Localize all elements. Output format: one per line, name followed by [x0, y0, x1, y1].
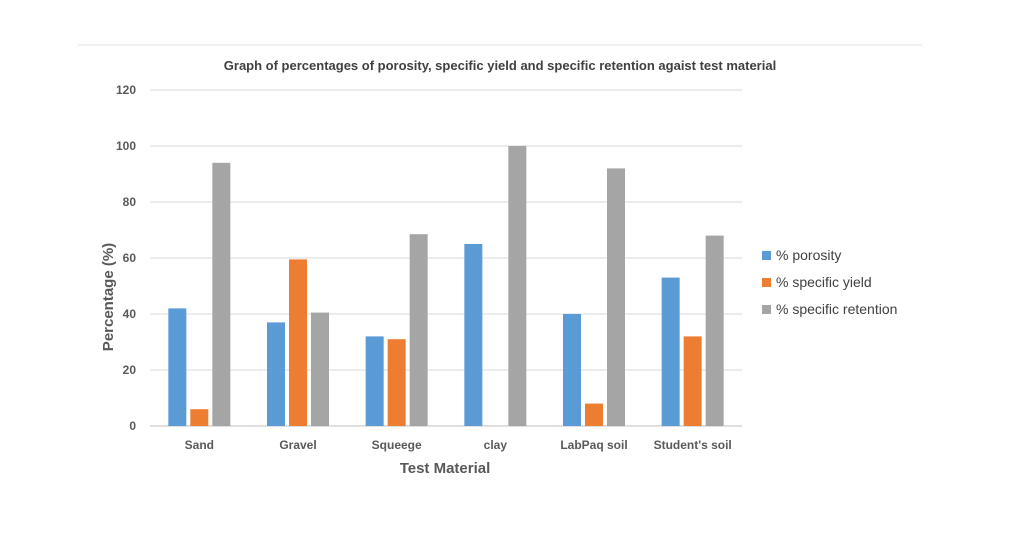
legend-swatch — [762, 278, 771, 287]
y-tick-label: 40 — [123, 307, 137, 321]
bar — [168, 308, 187, 426]
x-tick-label: clay — [484, 438, 508, 452]
x-tick-label: LabPaq soil — [560, 438, 627, 452]
x-tick-label: Sand — [185, 438, 214, 452]
bar — [289, 259, 307, 426]
y-tick-label: 60 — [123, 251, 137, 265]
y-tick-label: 20 — [123, 363, 137, 377]
bar — [190, 409, 209, 426]
y-tick-label: 80 — [123, 195, 137, 209]
bars — [168, 146, 724, 427]
bar — [607, 168, 625, 426]
x-tick-label: Student's soil — [654, 438, 732, 452]
legend: % porosity % specific yield % specific ret… — [762, 247, 897, 317]
x-tick-label: Gravel — [279, 438, 316, 452]
chart-title: Graph of percentages of porosity, specif… — [224, 58, 776, 73]
legend-label: % specific retention — [776, 301, 897, 317]
y-axis-ticks: 0 20 40 60 80 100 120 — [116, 83, 136, 433]
y-tick-label: 0 — [129, 419, 136, 433]
y-axis-title: Percentage (%) — [100, 243, 117, 351]
legend-swatch — [762, 305, 771, 314]
bar — [705, 235, 724, 426]
legend-label: % specific yield — [776, 274, 872, 290]
bar — [409, 234, 428, 426]
bar — [387, 339, 406, 426]
bar — [267, 322, 285, 426]
gridlines — [150, 89, 742, 427]
legend-swatch — [762, 251, 771, 260]
y-tick-label: 120 — [116, 83, 136, 97]
y-tick-label: 100 — [116, 139, 136, 153]
bar — [464, 244, 483, 426]
bar — [508, 146, 527, 426]
x-axis-title: Test Material — [400, 460, 491, 477]
bar — [365, 336, 384, 426]
bar — [311, 312, 329, 426]
legend-label: % porosity — [776, 247, 841, 263]
bar — [563, 314, 581, 426]
bar — [683, 336, 702, 426]
bar — [212, 162, 231, 427]
x-tick-label: Squeege — [372, 438, 422, 452]
bar — [585, 403, 603, 426]
x-axis-ticks: Sand Gravel Squeege clay LabPaq soil Student'… — [185, 438, 732, 452]
bar — [661, 277, 680, 426]
